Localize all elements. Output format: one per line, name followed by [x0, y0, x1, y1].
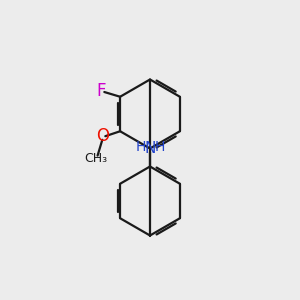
- Text: CH₃: CH₃: [85, 152, 108, 165]
- Text: H: H: [135, 140, 146, 154]
- Text: F: F: [97, 82, 106, 100]
- Text: O: O: [96, 127, 110, 145]
- Text: N: N: [144, 141, 156, 156]
- Text: H: H: [154, 140, 165, 154]
